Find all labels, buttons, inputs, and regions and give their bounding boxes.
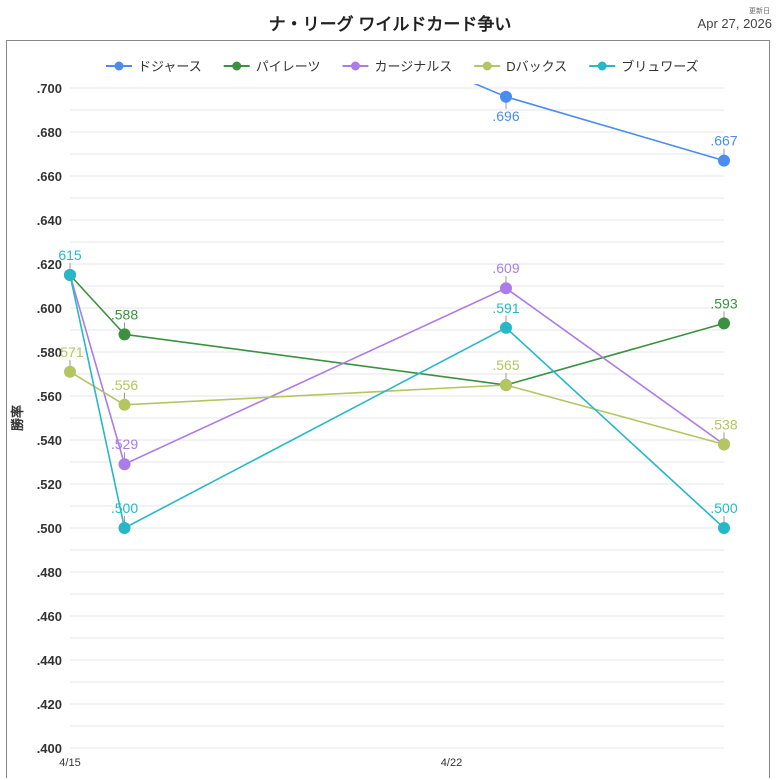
data-point[interactable] [64,365,76,378]
chart-frame [6,40,770,778]
data-label: .591 [492,300,519,316]
x-tick-label: 4/15 [59,757,80,769]
data-point[interactable] [118,458,131,471]
legend-dot-icon [114,61,124,71]
legend-label: カージナルス [374,59,452,74]
data-label: .538 [710,416,737,432]
data-label: .500 [111,500,138,516]
data-label: .696 [492,108,519,124]
series-line [69,274,725,466]
y-tick-label: .440 [37,653,62,668]
y-tick-label: .540 [37,433,62,448]
y-tick-label: .500 [37,521,62,536]
legend-label: ドジャース [138,59,202,74]
y-tick-label: .580 [37,345,62,360]
y-tick-label: .520 [37,477,62,492]
y-tick-label: .600 [37,301,62,316]
legend-dot-icon [597,61,607,71]
data-point[interactable] [118,522,131,534]
data-label: .609 [492,260,519,276]
data-label: .500 [710,500,737,516]
data-label: 615 [58,247,82,263]
series-line [473,84,725,162]
series-2: .529 .609 [64,260,730,471]
data-point[interactable] [500,321,512,334]
data-point[interactable] [718,317,730,330]
y-tick-label: .460 [37,609,62,624]
updated-label: 更新日 [749,8,770,15]
data-label: .556 [111,377,138,393]
data-label: .565 [492,357,519,373]
data-point[interactable] [118,398,131,411]
series-line [69,274,725,530]
data-point[interactable] [500,379,512,391]
data-label: .571 [56,344,83,360]
y-tick-label: .560 [37,389,62,404]
series-line [69,371,725,446]
legend-item[interactable]: カージナルス [342,59,452,74]
chart-title: ナ・リーグ ワイルドカード争い [268,15,512,34]
series-4: 615 .500 .591 .500 [58,247,738,534]
legend-item[interactable]: ブリュワーズ [589,59,699,74]
legend-item[interactable]: ドジャース [106,59,202,74]
data-point[interactable] [718,154,730,167]
series-line [69,274,725,386]
plot-area: .696 .667 .588 .593 .529 .609 .571 .556 .565 .538… [56,84,738,534]
y-tick-label: .620 [37,257,62,272]
legend-dot-icon [482,61,492,71]
y-tick-label: .660 [37,169,62,184]
data-label: .588 [111,306,138,322]
data-point[interactable] [718,522,730,534]
legend-label: パイレーツ [256,59,321,74]
legend-label: ブリュワーズ [621,59,698,74]
y-tick-label: .480 [37,565,62,580]
y-tick-label: .400 [37,741,62,756]
legend-item[interactable]: Dバックス [474,59,567,74]
data-label: .593 [710,295,737,311]
series-0: .696 .667 [473,84,738,167]
data-point[interactable] [118,328,131,341]
data-point[interactable] [500,90,512,103]
data-label: .667 [710,133,737,149]
updated-date: Apr 27, 2026 [697,16,772,31]
y-tick-label: .680 [37,125,62,140]
data-point[interactable] [718,438,730,451]
legend-dot-icon [232,61,242,71]
data-point[interactable] [500,282,512,295]
data-label: .529 [111,436,138,452]
y-tick-label: .700 [37,81,62,96]
data-point[interactable] [64,269,76,281]
y-axis-label: 勝率 [10,405,25,431]
legend-dot-icon [350,61,360,71]
legend-label: Dバックス [506,59,567,74]
series-3: .571 .556 .565 .538 [56,344,738,451]
legend-item[interactable]: パイレーツ [223,59,321,74]
y-tick-label: .420 [37,697,62,712]
y-tick-label: .640 [37,213,62,228]
x-tick-label: 4/22 [441,757,462,769]
legend: ドジャース パイレーツ カージナルス Dバックス ブリュワーズ [106,59,699,74]
